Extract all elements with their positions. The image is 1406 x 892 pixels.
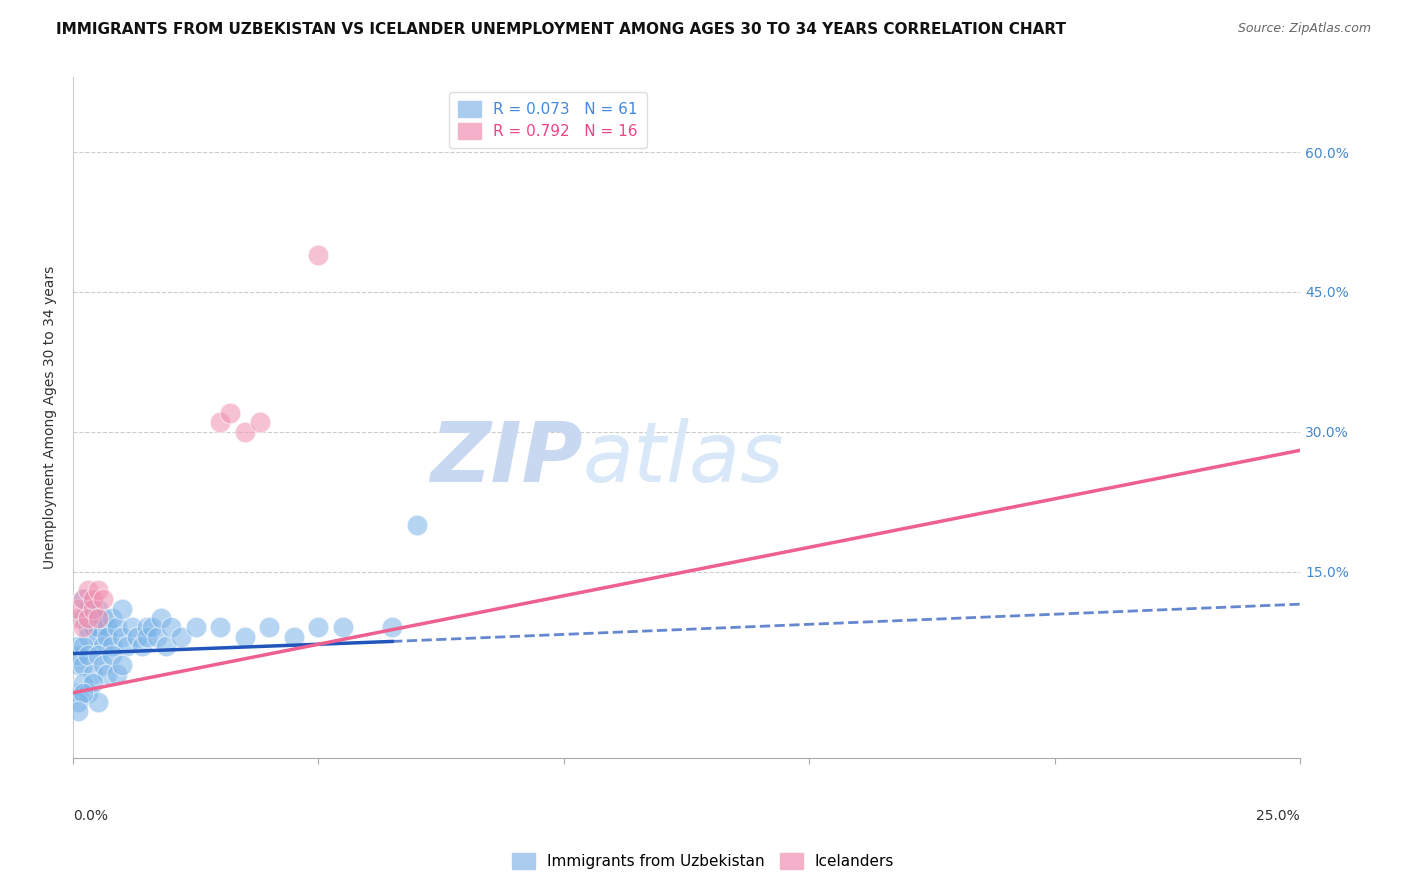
Point [72,592,94,607]
Point [76,648,98,663]
Point [86,630,108,644]
Point [115,639,138,653]
Point [111,602,134,616]
Point [141,620,163,634]
Point [66,602,89,616]
Point [66,657,89,672]
Point [72,611,94,625]
Point [72,657,94,672]
Point [259,620,281,634]
Legend: R = 0.073   N = 61, R = 0.792   N = 16: R = 0.073 N = 61, R = 0.792 N = 16 [449,92,647,148]
Point [111,657,134,672]
Point [160,620,183,634]
Y-axis label: Unemployment Among Ages 30 to 34 years: Unemployment Among Ages 30 to 34 years [44,266,58,569]
Point [105,620,128,634]
Text: 0.0%: 0.0% [73,809,108,823]
Point [86,695,108,709]
Text: Source: ZipAtlas.com: Source: ZipAtlas.com [1237,22,1371,36]
Point [131,639,153,653]
Point [82,611,104,625]
Point [86,648,108,663]
Point [76,620,98,634]
Point [76,602,98,616]
Text: atlas: atlas [582,418,785,499]
Point [219,406,242,420]
Point [66,686,89,700]
Text: 25.0%: 25.0% [1257,809,1301,823]
Point [66,695,89,709]
Point [308,620,330,634]
Point [249,416,271,430]
Text: IMMIGRANTS FROM UZBEKISTAN VS ICELANDER UNEMPLOYMENT AMONG AGES 30 TO 34 YEARS C: IMMIGRANTS FROM UZBEKISTAN VS ICELANDER … [56,22,1066,37]
Point [76,611,98,625]
Point [82,602,104,616]
Point [76,583,98,598]
Point [72,686,94,700]
Point [66,639,89,653]
Point [125,630,148,644]
Text: ZIP: ZIP [430,418,582,499]
Point [170,630,193,644]
Point [101,611,124,625]
Point [135,620,157,634]
Point [96,620,118,634]
Point [91,657,114,672]
Point [72,592,94,607]
Point [91,639,114,653]
Point [150,611,173,625]
Point [155,639,177,653]
Point [145,630,167,644]
Point [209,620,232,634]
Point [91,611,114,625]
Point [76,686,98,700]
Point [135,630,157,644]
Point [96,667,118,681]
Point [101,648,124,663]
Point [82,676,104,690]
Point [101,639,124,653]
Point [86,620,108,634]
Point [91,592,114,607]
Point [283,630,305,644]
Point [308,247,330,261]
Point [233,630,256,644]
Point [82,592,104,607]
Point [405,517,427,532]
Point [72,639,94,653]
Point [184,620,207,634]
Point [72,620,94,634]
Point [332,620,354,634]
Point [86,602,108,616]
Legend: Immigrants from Uzbekistan, Icelanders: Immigrants from Uzbekistan, Icelanders [506,847,900,875]
Point [121,620,143,634]
Point [66,704,89,718]
Point [381,620,404,634]
Point [82,667,104,681]
Point [72,676,94,690]
Point [66,611,89,625]
Point [111,630,134,644]
Point [66,648,89,663]
Point [105,667,128,681]
Point [86,611,108,625]
Point [96,630,118,644]
Point [233,425,256,439]
Point [76,630,98,644]
Point [86,583,108,598]
Point [209,416,232,430]
Point [82,620,104,634]
